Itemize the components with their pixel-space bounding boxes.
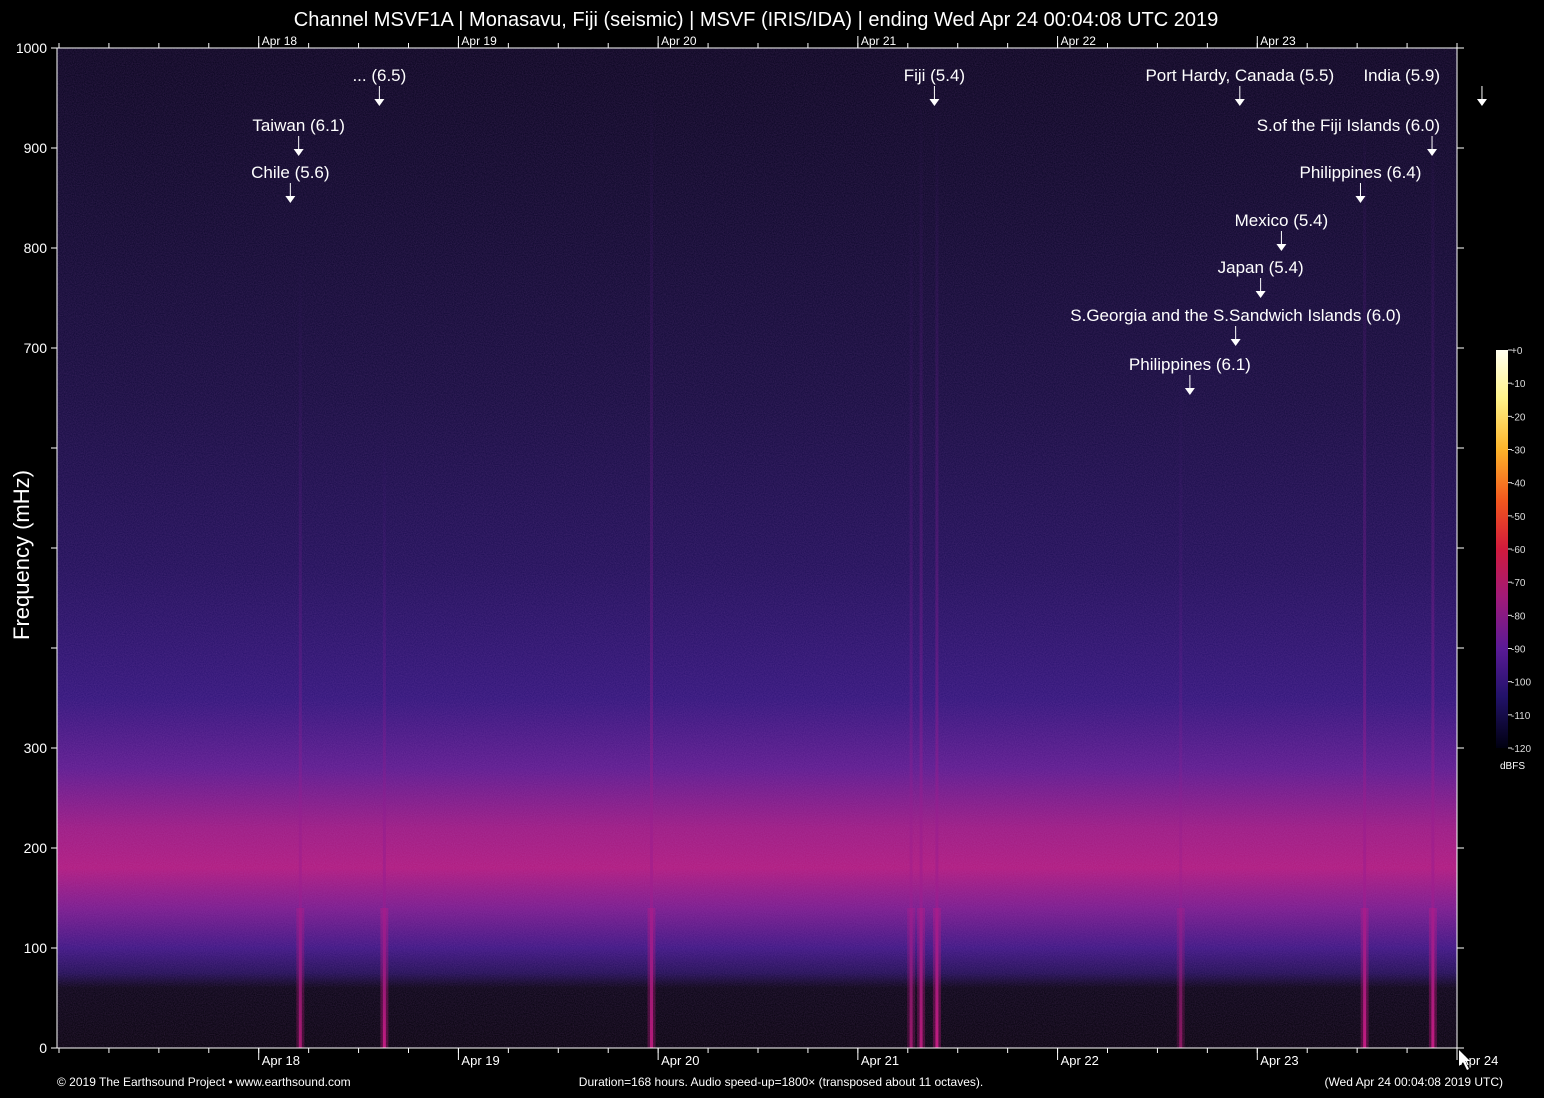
annotation-label: Chile (5.6) [251, 163, 330, 182]
annotation-arrow-head-7 [1355, 196, 1366, 203]
x-tick-label-top-2: Apr 20 [661, 34, 697, 48]
annotation-arrow-head-3 [929, 99, 940, 106]
annotation-arrow-head-9 [1255, 291, 1266, 298]
annotation-arrow-head-8 [1276, 244, 1287, 251]
footer-duration: Duration=168 hours. Audio speed-up=1800×… [578, 1075, 984, 1089]
annotation-arrow-head-6 [1427, 149, 1438, 156]
event-streak-6 [1179, 348, 1183, 1048]
x-tick-label-bottom-3: Apr 21 [861, 1053, 899, 1068]
annotation-arrow-head-5 [1476, 99, 1487, 106]
annotation-arrow-head-4 [1234, 99, 1245, 106]
colorbar [1496, 350, 1508, 748]
footer-copyright: © 2019 The Earthsound Project • www.eart… [57, 1075, 351, 1089]
y-tick-label-2: 200 [24, 840, 48, 856]
annotation-label: Japan (5.4) [1217, 258, 1304, 277]
event-base-4 [917, 908, 926, 1048]
event-streak-4 [919, 88, 923, 1048]
y-tick-label-9: 900 [24, 140, 48, 156]
event-streak-0 [298, 248, 302, 1048]
x-tick-label-top-3: Apr 21 [861, 34, 897, 48]
end-cursor-icon [1459, 1050, 1470, 1070]
annotation-label: Philippines (6.4) [1299, 163, 1422, 182]
event-base-8 [1428, 908, 1437, 1048]
event-streak-3 [909, 168, 913, 1048]
annotation-arrow-head-2 [285, 196, 296, 203]
annotation-label: Fiji (5.4) [903, 66, 966, 85]
event-base-1 [380, 908, 389, 1048]
x-tick-label-bottom-6: Apr 24 [1460, 1053, 1498, 1068]
event-base-5 [932, 908, 941, 1048]
event-base-3 [907, 908, 916, 1048]
colorbar-tick-label-7: -70 [1511, 578, 1526, 589]
annotation-label: Philippines (6.1) [1128, 355, 1251, 374]
x-tick-label-top-1: Apr 19 [461, 34, 497, 48]
annotation-label: S.Georgia and the S.Sandwich Islands (6.… [1070, 306, 1402, 325]
x-tick-label-bottom-4: Apr 22 [1061, 1053, 1099, 1068]
colorbar-tick-label-10: -100 [1511, 678, 1531, 689]
colorbar-tick-label-9: -90 [1511, 645, 1526, 656]
annotation-label: Port Hardy, Canada (5.5) [1145, 66, 1335, 85]
y-tick-label-7: 700 [24, 340, 48, 356]
x-tick-label-bottom-5: Apr 23 [1260, 1053, 1298, 1068]
event-streak-2 [649, 68, 653, 1048]
annotation-arrow-head-10 [1230, 339, 1241, 346]
event-streak-7 [1363, 88, 1367, 1048]
event-base-2 [647, 908, 656, 1048]
annotation-arrow-head-1 [293, 149, 304, 156]
colorbar-tick-label-8: -80 [1511, 611, 1526, 622]
colorbar-unit: dBFS [1500, 761, 1526, 772]
y-tick-label-10: 1000 [16, 40, 47, 56]
x-tick-label-top-5: Apr 23 [1260, 34, 1296, 48]
annotation-label: ... (6.5) [352, 66, 407, 85]
spectrogram-noise [57, 48, 1457, 1048]
x-tick-label-bottom-1: Apr 19 [461, 1053, 499, 1068]
y-tick-label-8: 800 [24, 240, 48, 256]
event-streak-1 [382, 428, 386, 1048]
annotation-label: India (5.9) [1363, 66, 1440, 85]
event-streak-8 [1431, 88, 1435, 1048]
annotation-arrow-head-11 [1184, 388, 1195, 395]
colorbar-tick-label-11: -110 [1511, 711, 1531, 722]
colorbar-tick-label-0: +0 [1511, 346, 1523, 357]
annotation-arrow-head-0 [374, 99, 385, 106]
y-tick-label-1: 100 [24, 940, 48, 956]
colorbar-tick-label-5: -50 [1511, 512, 1526, 523]
x-tick-label-top-0: Apr 18 [262, 34, 298, 48]
x-tick-label-bottom-0: Apr 18 [262, 1053, 300, 1068]
annotation-label: S.of the Fiji Islands (6.0) [1256, 116, 1440, 135]
event-base-6 [1176, 908, 1185, 1048]
colorbar-tick-label-1: -10 [1511, 379, 1526, 390]
y-tick-label-0: 0 [39, 1040, 47, 1056]
event-base-7 [1360, 908, 1369, 1048]
colorbar-tick-label-2: -20 [1511, 412, 1526, 423]
annotation-label: Mexico (5.4) [1234, 211, 1329, 230]
footer-timestamp: (Wed Apr 24 00:04:08 2019 UTC) [1324, 1075, 1503, 1089]
x-tick-label-top-4: Apr 22 [1061, 34, 1097, 48]
annotation-label: Taiwan (6.1) [252, 116, 345, 135]
x-tick-label-bottom-2: Apr 20 [661, 1053, 699, 1068]
event-base-0 [296, 908, 305, 1048]
colorbar-tick-label-3: -30 [1511, 446, 1526, 457]
colorbar-tick-label-4: -40 [1511, 479, 1526, 490]
colorbar-tick-label-6: -60 [1511, 545, 1526, 556]
colorbar-tick-label-12: -120 [1511, 744, 1531, 755]
y-tick-label-3: 300 [24, 740, 48, 756]
event-streak-5 [935, 88, 939, 1048]
chart-title: Channel MSVF1A | Monasavu, Fiji (seismic… [293, 9, 1219, 31]
